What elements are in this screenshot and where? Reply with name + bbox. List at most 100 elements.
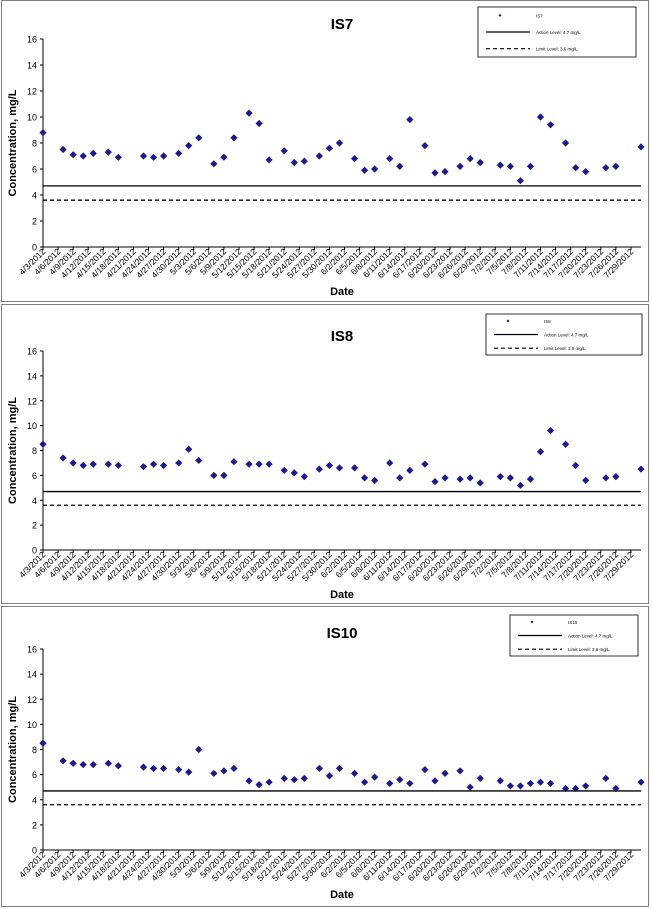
data-point	[396, 474, 404, 482]
data-point	[572, 164, 580, 172]
data-point	[476, 158, 484, 167]
data-point	[89, 760, 97, 769]
y-tick-label: 16	[27, 645, 37, 655]
data-point	[195, 456, 203, 465]
data-point	[59, 757, 67, 765]
data-point	[371, 773, 379, 781]
data-point	[496, 161, 504, 169]
data-point	[265, 156, 273, 164]
legend-label: Limit Level: 3.6 mg/L	[544, 346, 586, 351]
data-point	[255, 781, 263, 789]
data-point	[506, 474, 514, 482]
data-point	[149, 153, 158, 161]
data-point	[421, 766, 429, 774]
legend-label: Action Level: 4.7 mg/L	[544, 333, 589, 338]
data-point	[59, 454, 67, 462]
data-point	[175, 459, 183, 467]
chart-panel-is10: IS10 0 2 4 6 8 10 12 14 16 4/3/2012 4/6/2012 4/9/201…	[1, 606, 649, 907]
data-point	[350, 464, 359, 472]
data-point	[406, 466, 414, 474]
data-point	[612, 473, 620, 481]
y-tick-label: 0	[32, 243, 37, 253]
data-point	[456, 162, 464, 170]
data-point	[325, 144, 334, 152]
legend: IS10 Action Level: 4.7 mg/L Limit Level: 3…	[509, 614, 639, 657]
data-point	[300, 473, 308, 481]
data-point	[69, 151, 77, 159]
data-point	[466, 155, 474, 163]
data-point	[139, 463, 148, 471]
data-point	[562, 139, 570, 147]
data-point	[149, 460, 158, 468]
data-point	[245, 777, 253, 785]
data-point	[582, 782, 590, 790]
data-point	[406, 779, 414, 788]
data-point	[386, 155, 394, 163]
y-tick-label: 6	[32, 165, 37, 175]
data-point	[572, 461, 580, 470]
data-point	[361, 166, 369, 174]
data-point	[516, 481, 524, 489]
data-point	[195, 134, 203, 142]
data-point	[335, 464, 344, 472]
legend: IS7 Action Level: 4.7 mg/L Limit Level: 3.…	[477, 6, 637, 58]
data-point	[79, 760, 87, 769]
data-point	[371, 476, 379, 484]
data-point	[466, 474, 474, 482]
data-point	[160, 152, 168, 160]
data-point	[431, 169, 439, 177]
data-point	[602, 474, 610, 482]
data-point	[300, 157, 308, 165]
data-point	[79, 461, 87, 470]
chart-title: IS10	[327, 625, 358, 642]
data-point	[230, 764, 238, 772]
data-point	[325, 772, 334, 780]
data-point	[139, 152, 148, 160]
legend-label: Action Level: 4.7 mg/L	[568, 634, 613, 639]
y-tick-label: 8	[32, 139, 37, 149]
data-point	[546, 121, 555, 129]
data-point	[350, 769, 359, 777]
data-point	[456, 475, 464, 483]
data-point	[350, 155, 359, 163]
data-point	[526, 162, 535, 170]
data-point	[582, 476, 590, 484]
data-point	[496, 473, 504, 481]
chart-is7: IS702468101214164/3/20124/6/20124/9/2012…	[7, 6, 645, 298]
data-point	[441, 168, 449, 176]
data-point	[496, 777, 504, 785]
data-point	[114, 461, 122, 470]
chart-panel-is8: IS8 0 2 4 6 8 10 12 14 16 4/3/2012 4/6/2012 4/9/2012…	[1, 304, 649, 604]
y-tick-label: 4	[32, 795, 37, 805]
y-tick-label: 14	[27, 61, 37, 71]
data-point	[160, 461, 168, 470]
data-point	[516, 177, 524, 185]
data-point	[396, 776, 404, 784]
y-tick-label: 14	[27, 371, 37, 381]
data-point	[371, 165, 379, 173]
data-point	[612, 162, 620, 170]
data-point	[230, 458, 238, 466]
y-tick-label: 10	[27, 720, 37, 730]
legend-series-marker	[530, 620, 534, 624]
data-point	[546, 427, 555, 435]
data-point	[210, 160, 218, 168]
legend-label: IS7	[536, 13, 543, 18]
data-point	[315, 465, 323, 473]
data-point	[431, 777, 439, 785]
data-point	[220, 767, 228, 775]
data-point	[104, 148, 112, 156]
data-point	[149, 764, 158, 772]
data-point	[255, 460, 263, 468]
data-point	[195, 745, 203, 754]
data-point	[546, 779, 555, 788]
data-point	[637, 778, 645, 786]
y-tick-label: 16	[27, 35, 37, 45]
y-tick-label: 12	[27, 396, 37, 406]
chart-title: IS8	[331, 328, 354, 345]
y-tick-label: 4	[32, 191, 37, 201]
data-point	[406, 116, 414, 124]
legend-label: Limit Level: 3.6 mg/L	[568, 647, 610, 652]
data-point	[526, 779, 535, 788]
x-axis-label: Date	[330, 589, 354, 601]
